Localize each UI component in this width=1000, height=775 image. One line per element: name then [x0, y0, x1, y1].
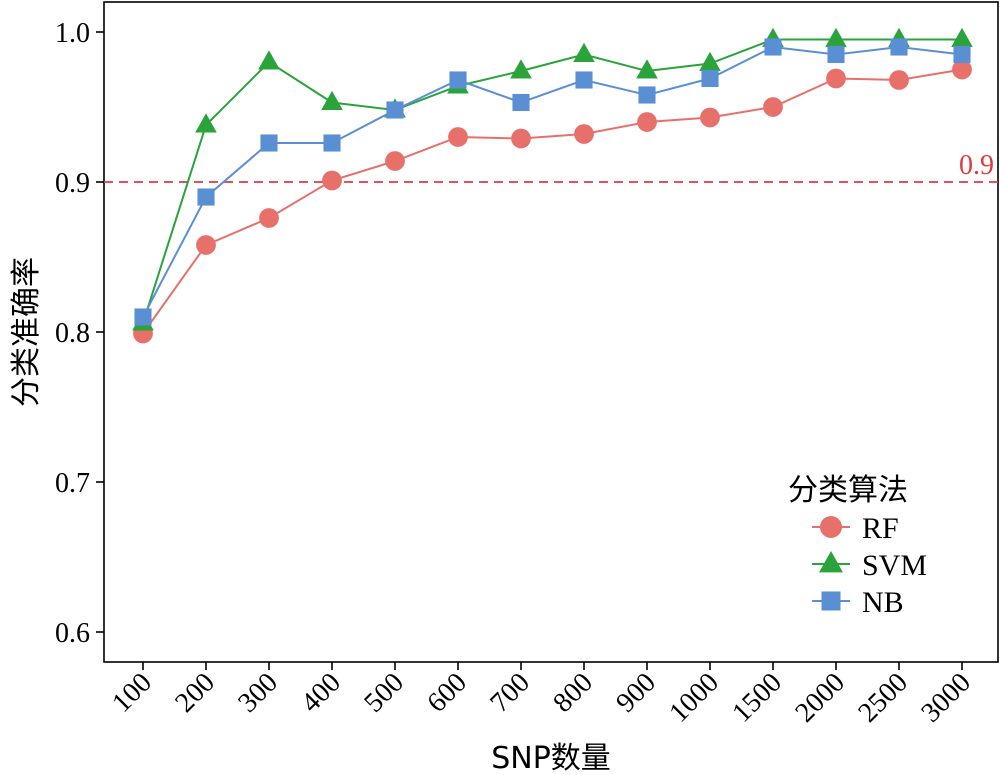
data-point-rf	[700, 107, 720, 128]
x-tick-label: 200	[169, 667, 221, 719]
data-point-nb	[638, 86, 656, 104]
series-line-svm	[142, 38, 962, 324]
legend-marker-svm	[819, 550, 843, 573]
data-point-rf	[511, 128, 531, 149]
x-tick-label: 900	[610, 667, 662, 719]
legend-item-rf: RF	[812, 512, 899, 545]
data-point-rf	[826, 68, 846, 89]
y-tick-label: 0.9	[55, 168, 90, 199]
data-point-rf	[952, 59, 972, 80]
y-axis-title: 分类准确率	[9, 257, 44, 407]
data-point-svm	[321, 90, 343, 111]
y-tick-label: 0.7	[55, 468, 90, 499]
data-point-svm	[825, 27, 847, 48]
x-axis-title: SNP数量	[491, 741, 611, 775]
legend: 分类算法 RF SVM NB	[788, 473, 927, 619]
data-point-nb	[764, 38, 782, 56]
data-point-nb	[953, 45, 971, 64]
legend-item-nb: NB	[812, 586, 904, 619]
x-tick-label: 400	[295, 667, 347, 719]
legend-item-svm: SVM	[812, 549, 927, 582]
x-tick-label: 600	[421, 667, 473, 719]
data-point-rf	[448, 127, 468, 147]
data-point-nb	[512, 93, 530, 112]
series-nb	[134, 38, 971, 326]
data-point-svm	[510, 59, 532, 79]
data-point-rf	[196, 235, 216, 255]
data-point-svm	[699, 51, 721, 72]
data-point-nb	[323, 134, 341, 152]
y-tick-label: 1.0	[55, 18, 90, 49]
data-point-rf	[322, 170, 342, 191]
data-point-svm	[573, 42, 595, 63]
data-point-svm	[951, 27, 973, 48]
data-point-rf	[385, 151, 405, 171]
data-point-nb	[575, 71, 593, 89]
data-point-rf	[637, 112, 657, 132]
data-point-nb	[890, 38, 908, 56]
data-point-nb	[197, 188, 215, 206]
data-point-rf	[259, 208, 279, 228]
y-tick-label: 0.6	[55, 618, 90, 649]
x-tick-label: 700	[484, 667, 536, 719]
x-tick-label: 2500	[852, 667, 914, 729]
legend-label: RF	[862, 512, 899, 545]
data-point-svm	[636, 59, 658, 79]
series-line-nb	[142, 45, 963, 318]
series-line-rf	[142, 68, 963, 335]
legend-label: SVM	[862, 549, 927, 582]
data-point-nb	[260, 134, 278, 152]
data-point-svm	[195, 113, 217, 133]
data-point-nb	[701, 69, 719, 88]
data-point-nb	[449, 71, 467, 89]
legend-title: 分类算法	[788, 473, 908, 508]
data-point-rf	[889, 70, 909, 90]
data-point-nb	[386, 101, 404, 119]
reference-line-label: 0.9	[959, 150, 994, 181]
series-rf	[133, 59, 972, 344]
data-point-rf	[574, 124, 594, 144]
legend-marker-rf	[820, 516, 842, 538]
legend-label: NB	[862, 586, 904, 619]
x-tick-label: 1500	[726, 667, 788, 729]
x-tick-label: 300	[232, 667, 284, 719]
series-group	[132, 27, 973, 344]
x-tick-label: 800	[547, 667, 599, 719]
series-svm	[132, 27, 973, 331]
data-point-nb	[134, 308, 152, 326]
data-point-nb	[827, 45, 845, 64]
x-tick-label: 100	[106, 667, 158, 719]
x-tick-label: 3000	[915, 667, 977, 729]
x-tick-label: 2000	[789, 667, 851, 729]
reference-line-group: 0.9	[104, 150, 998, 183]
x-tick-label: 1000	[663, 667, 725, 729]
x-tick-label: 500	[358, 667, 410, 719]
y-tick-label: 0.8	[55, 318, 90, 349]
data-point-svm	[258, 50, 280, 70]
axes: 0.6 0.7 0.8 0.9 1.0 100 200 300 400 500 600 700 800 9…	[9, 1, 999, 775]
data-point-rf	[763, 97, 783, 117]
legend-marker-nb	[821, 591, 841, 611]
